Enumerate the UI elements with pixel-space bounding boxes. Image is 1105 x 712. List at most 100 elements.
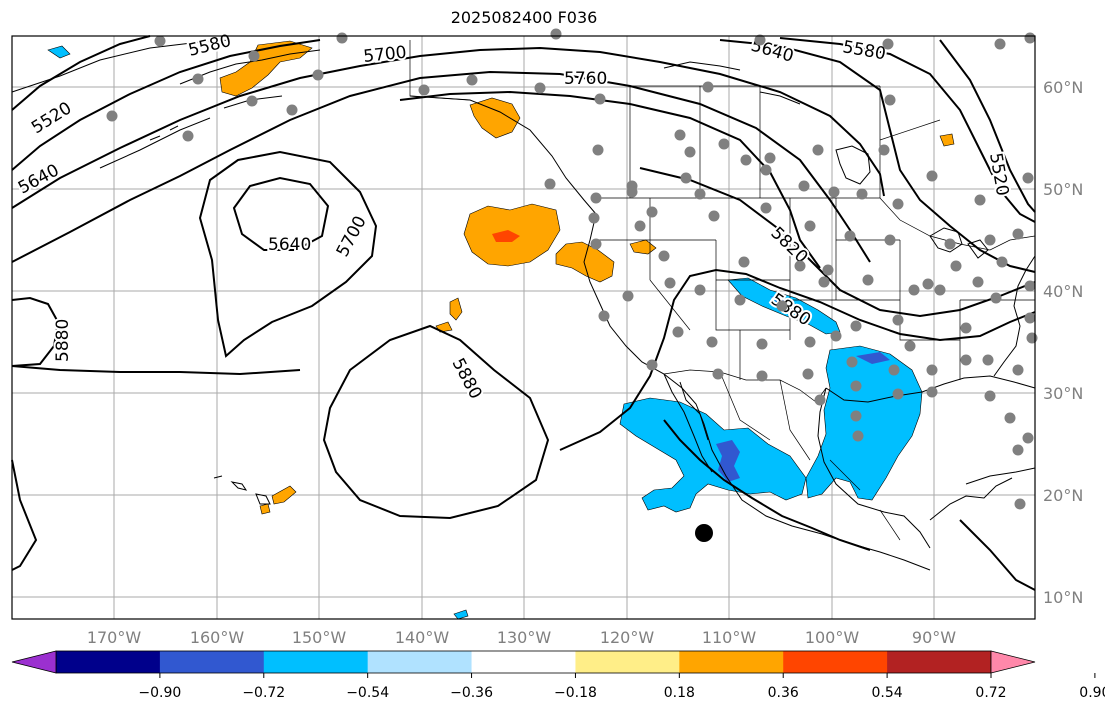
map-title: 2025082400 F036 [450,8,598,27]
anomaly-mexico-core [716,440,740,482]
station-marker [884,94,896,106]
colorbar-tick-label: −0.90 [138,685,181,701]
station-marker [1026,332,1038,344]
station-marker [1022,172,1034,184]
station-marker [818,276,830,288]
station-marker [1004,412,1016,424]
station-marker [754,34,766,46]
station-marker [708,210,720,222]
contour-label-5700-n: 5700 [362,43,407,67]
station-marker [680,172,692,184]
station-marker [336,32,348,44]
station-marker [1024,32,1036,44]
contour-5700-low [198,150,378,358]
station-markers [106,28,1038,510]
colorbar-tick-label: 0.72 [975,685,1006,701]
lat-tick-30n: 30°N [1043,384,1083,403]
station-marker [972,276,984,288]
colorbar-cell [56,651,161,673]
station-marker [646,359,658,371]
contour-5580-northeast [779,37,1036,223]
station-marker [106,110,118,122]
anomaly-panhandle [469,97,521,139]
colorbar-cell [367,651,473,673]
station-marker [982,354,994,366]
us-canada-border [596,197,1036,251]
contour-label-5880-w: 5880 [53,319,73,362]
station-marker [712,368,724,380]
colorbar-under-arrow [11,650,57,674]
contour-5880-main [11,268,1036,451]
anomaly-hawaii-small [259,503,271,515]
station-marker [984,390,996,402]
station-marker [246,95,258,107]
station-marker [1014,498,1026,510]
anomaly-offshore-core [492,230,520,242]
station-marker [828,186,840,198]
anomaly-mexico-pacific [619,397,807,513]
station-marker [182,130,194,142]
lon-tick-170w: 170°W [87,628,142,647]
lon-tick-90w: 90°W [912,628,956,647]
contour-5760-north [399,90,821,269]
station-marker [850,320,862,332]
station-marker [922,278,934,290]
lon-tick-110w: 110°W [702,628,757,647]
anomaly-south-small [453,609,469,620]
contour-5820-east [11,459,38,571]
colorbar-cell [575,651,680,673]
station-marker [286,104,298,116]
station-marker [764,152,776,164]
station-marker [1012,444,1024,456]
colorbar-over-arrow [990,650,1036,674]
station-marker [756,338,768,350]
contour-5880-high [322,324,550,520]
anomaly-alaska-peninsula [219,40,313,97]
height-contours [11,35,1036,591]
station-marker [590,192,602,204]
station-marker [846,356,858,368]
anomaly-texas-core [856,352,890,364]
storm-center-marker [695,524,713,542]
station-marker [598,310,610,322]
station-marker [694,284,706,296]
station-marker [760,164,772,176]
station-marker [850,410,862,422]
anomaly-small-b [449,297,463,321]
great-lakes [929,227,989,259]
station-marker [738,256,750,268]
station-marker [248,50,260,62]
east-coast [993,255,1036,377]
station-marker [926,364,938,376]
station-marker [862,274,874,286]
station-marker [626,186,638,198]
station-marker [594,93,606,105]
contour-5580-west [11,35,151,111]
station-marker [878,144,890,156]
station-marker [892,198,904,210]
yucatan [929,477,1013,521]
station-marker [802,368,814,380]
station-marker [466,74,478,86]
contour-5640-west [11,46,885,209]
station-marker [646,206,658,218]
station-marker [312,69,324,81]
contour-5820 [639,167,1036,318]
station-marker [850,380,862,392]
colorbar-tick-label: −0.36 [450,685,493,701]
anomaly-california [555,241,615,283]
station-marker [904,340,916,352]
station-marker [798,180,810,192]
station-marker [960,354,972,366]
lat-tick-40n: 40°N [1043,282,1083,301]
station-marker [926,386,938,398]
station-marker [804,220,816,232]
lon-tick-100w: 100°W [805,628,860,647]
contour-5520-west [11,39,321,171]
anomaly-small-a [629,239,657,255]
station-marker [734,294,746,306]
station-marker [804,336,816,348]
lat-tick-10n: 10°N [1043,588,1083,607]
station-marker [844,230,856,242]
